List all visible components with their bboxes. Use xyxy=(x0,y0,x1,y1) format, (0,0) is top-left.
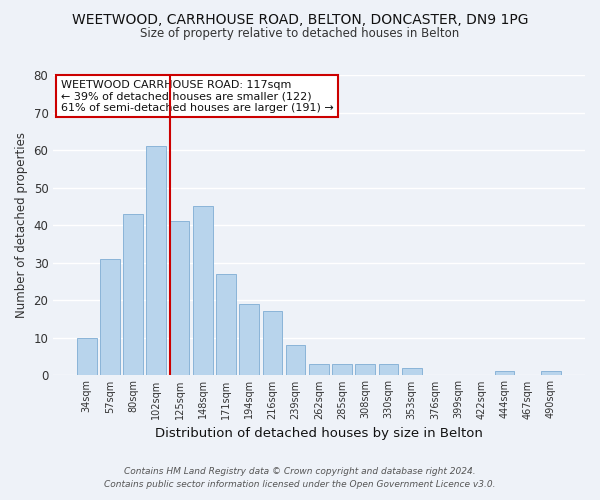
Bar xyxy=(216,274,236,375)
Bar xyxy=(263,312,282,375)
Bar xyxy=(309,364,329,375)
Bar xyxy=(193,206,212,375)
X-axis label: Distribution of detached houses by size in Belton: Distribution of detached houses by size … xyxy=(155,427,483,440)
Y-axis label: Number of detached properties: Number of detached properties xyxy=(15,132,28,318)
Text: Contains HM Land Registry data © Crown copyright and database right 2024.: Contains HM Land Registry data © Crown c… xyxy=(124,467,476,476)
Text: WEETWOOD, CARRHOUSE ROAD, BELTON, DONCASTER, DN9 1PG: WEETWOOD, CARRHOUSE ROAD, BELTON, DONCAS… xyxy=(72,12,528,26)
Bar xyxy=(379,364,398,375)
Bar xyxy=(286,345,305,375)
Text: Size of property relative to detached houses in Belton: Size of property relative to detached ho… xyxy=(140,28,460,40)
Bar xyxy=(170,222,190,375)
Bar xyxy=(355,364,375,375)
Bar xyxy=(332,364,352,375)
Bar xyxy=(494,372,514,375)
Bar xyxy=(123,214,143,375)
Bar xyxy=(77,338,97,375)
Bar xyxy=(239,304,259,375)
Bar xyxy=(100,259,120,375)
Text: Contains public sector information licensed under the Open Government Licence v3: Contains public sector information licen… xyxy=(104,480,496,489)
Bar xyxy=(541,372,561,375)
Bar xyxy=(402,368,422,375)
Bar xyxy=(146,146,166,375)
Text: WEETWOOD CARRHOUSE ROAD: 117sqm
← 39% of detached houses are smaller (122)
61% o: WEETWOOD CARRHOUSE ROAD: 117sqm ← 39% of… xyxy=(61,80,334,112)
